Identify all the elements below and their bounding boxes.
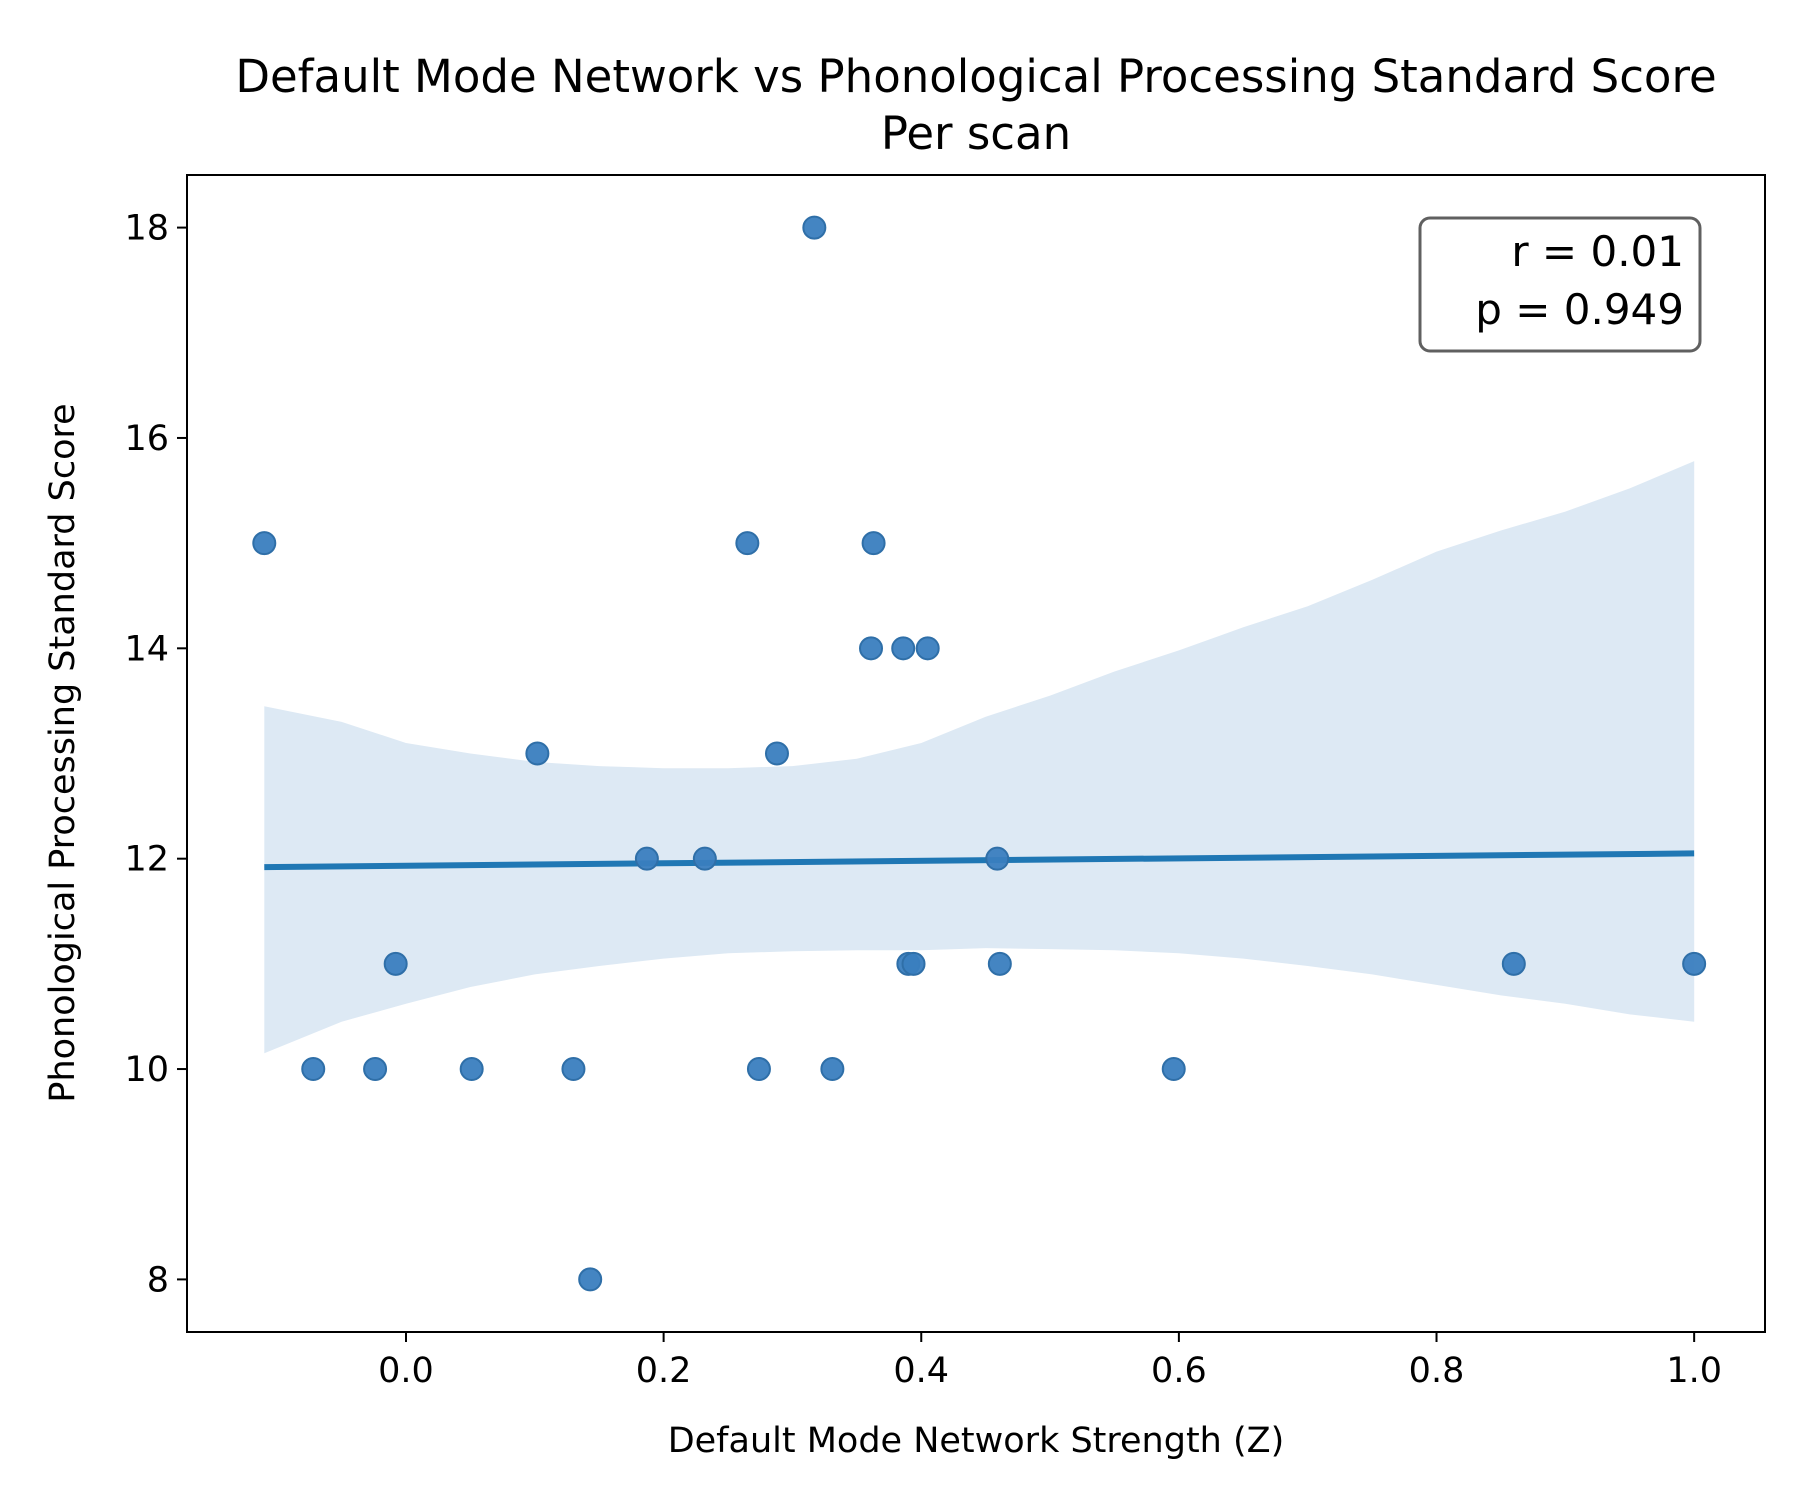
data-point: [1501, 951, 1526, 976]
data-point: [578, 1267, 603, 1292]
plot-frame: [186, 174, 1766, 1333]
data-point: [692, 846, 717, 871]
data-point: [301, 1057, 326, 1082]
data-point: [802, 215, 827, 240]
plot-area: [252, 215, 1707, 1292]
y-tick-label: 12: [124, 840, 169, 880]
x-tick-label: 0.2: [636, 1351, 692, 1391]
data-point: [915, 636, 940, 661]
data-point: [746, 1057, 771, 1082]
data-point: [1682, 951, 1707, 976]
data-point: [891, 636, 916, 661]
x-tick-label: 0.4: [893, 1351, 949, 1391]
stats-annotation: r = 0.01 p = 0.949: [1418, 216, 1702, 353]
data-point: [525, 741, 550, 766]
data-point: [561, 1057, 586, 1082]
stats-r: r = 0.01: [1511, 227, 1684, 276]
data-point: [634, 846, 659, 871]
data-point: [861, 531, 886, 556]
y-axis-label: Phonological Processing Standard Score: [43, 403, 83, 1102]
stats-box: [1418, 216, 1702, 353]
x-axis-label: Default Mode Network Strength (Z): [668, 1421, 1285, 1461]
x-axis: 0.0 0.2 0.4 0.6 0.8 1.0: [378, 1332, 1722, 1391]
y-tick-label: 16: [124, 419, 169, 459]
data-point: [1161, 1057, 1186, 1082]
y-axis: 8 10 12 14 16 18: [124, 209, 187, 1300]
confidence-band: [264, 461, 1695, 1054]
x-tick-label: 1.0: [1666, 1351, 1722, 1391]
data-point: [820, 1057, 845, 1082]
regression-line: [264, 850, 1695, 871]
chart-title: Default Mode Network vs Phonological Pro…: [235, 50, 1716, 103]
data-point: [859, 636, 884, 661]
data-point: [987, 951, 1012, 976]
data-point: [735, 531, 760, 556]
y-tick-label: 14: [124, 629, 169, 669]
data-point: [363, 1057, 388, 1082]
data-point: [901, 951, 926, 976]
data-point: [764, 741, 789, 766]
y-tick-label: 18: [124, 209, 169, 249]
x-tick-label: 0.6: [1151, 1351, 1207, 1391]
data-point: [252, 531, 277, 556]
stats-p: p = 0.949: [1475, 285, 1684, 334]
x-tick-label: 0.0: [378, 1351, 434, 1391]
data-point: [383, 951, 408, 976]
y-tick-label: 10: [124, 1050, 169, 1090]
chart-subtitle: Per scan: [881, 107, 1071, 160]
data-point: [459, 1057, 484, 1082]
y-tick-label: 8: [147, 1260, 169, 1300]
data-point: [985, 846, 1010, 871]
x-tick-label: 0.8: [1409, 1351, 1465, 1391]
